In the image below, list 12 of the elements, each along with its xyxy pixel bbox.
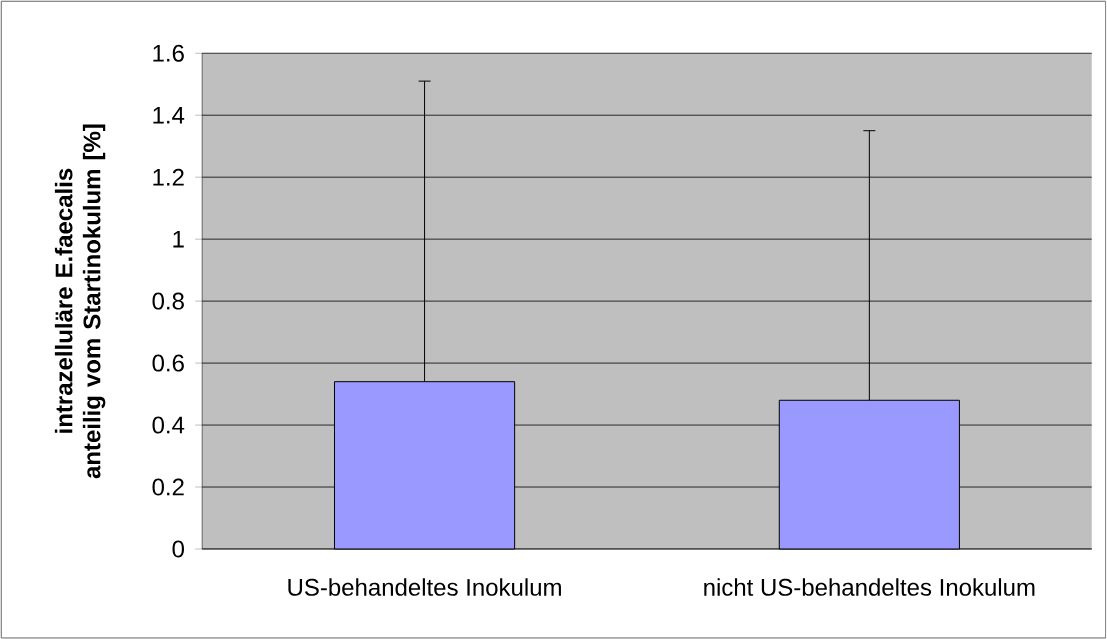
y-tick-label: 1.6 <box>153 44 184 62</box>
y-tick-label: 1.2 <box>153 168 184 186</box>
x-tick-label: nicht US-behandeltes Inokulum <box>704 578 1035 596</box>
y-tick-label: 0.4 <box>152 416 185 434</box>
x-tick-label: US-behandeltes Inokulum <box>288 578 561 596</box>
y-tick-label: 1.4 <box>153 106 185 124</box>
y-tick-label: 0.6 <box>152 354 184 372</box>
y-tick-label: 0.2 <box>152 478 184 496</box>
y-tick-label: 0 <box>172 540 184 558</box>
y-axis-title: intrazelluläre E.faecalis anteilig vom Startinokulum [%] <box>54 124 106 479</box>
y-tick-label: 1 <box>173 230 184 248</box>
y-tick-label: 0.8 <box>152 292 184 310</box>
